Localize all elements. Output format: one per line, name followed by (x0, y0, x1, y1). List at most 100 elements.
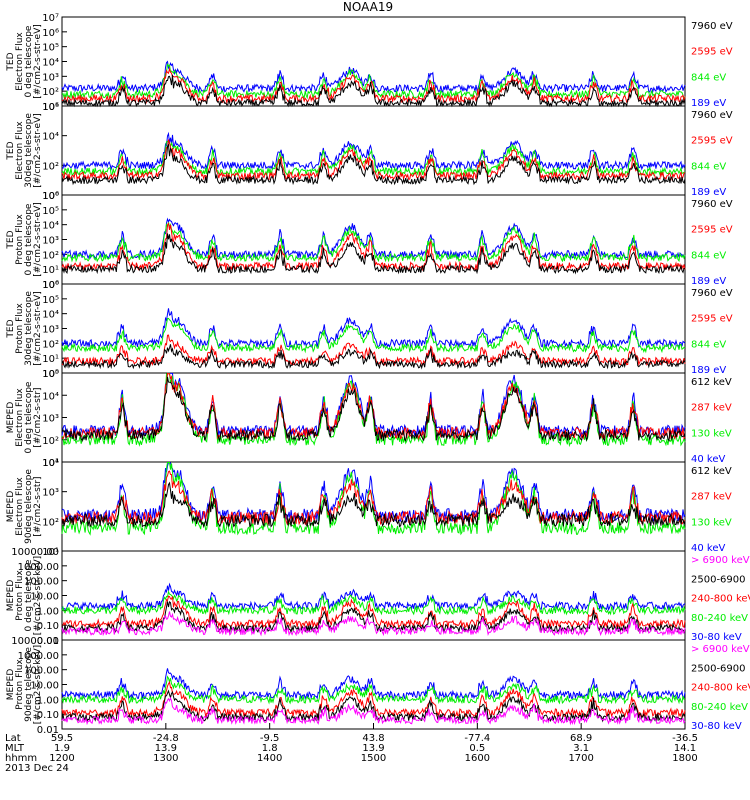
y-tick-label: 10³ (42, 236, 59, 247)
y-axis-label: [#/cm2-s-str-eV] (33, 113, 43, 188)
y-axis-label: Electron Flux (15, 32, 25, 91)
y-tick-label: 0.01 (37, 725, 59, 736)
legend-entry: 189 eV (691, 276, 726, 287)
y-tick-label: 1.00 (37, 606, 59, 617)
y-axis-label: MEPED (6, 580, 16, 612)
panel-5: 10¹ 10² 10³ 10⁴ 10⁵ MEPED Electron Flux 0 deg t… (6, 369, 732, 469)
legend-entry: 844 eV (691, 161, 726, 172)
series-trace (61, 481, 686, 529)
y-tick-label: 0.10 (37, 710, 59, 721)
legend-entry: > 6900 keV (691, 555, 750, 566)
time-row-value: 68.9 (570, 733, 592, 744)
y-axis-label: 0 deg telescope (24, 381, 34, 453)
series-trace (61, 696, 686, 726)
legend-entry: 30-80 keV (691, 632, 742, 643)
y-axis-label: 0 deg telescope (24, 25, 34, 97)
y-tick-label: 10⁴ (42, 221, 59, 232)
legend-entry: 612 keV (691, 377, 732, 388)
y-tick-label: 10000.00 (11, 636, 59, 647)
series-trace (61, 470, 686, 526)
y-tick-label: 10⁶ (42, 102, 59, 113)
panel-4: 10⁰ 10¹ 10² 10³ 10⁴ 10⁵ 10⁶ TED Proton Flux 30deg… (6, 280, 733, 380)
series-trace (61, 344, 686, 370)
y-tick-label: 10000.00 (11, 547, 59, 558)
time-row-value: 14.1 (674, 743, 696, 754)
time-row-value: 1400 (257, 753, 282, 764)
y-axis-label: TED (6, 52, 16, 71)
time-row-label: Lat (5, 733, 21, 744)
time-row-value: 1.9 (54, 743, 70, 754)
y-tick-label: 1000.00 (18, 651, 59, 662)
y-tick-label: 10⁰ (42, 191, 59, 202)
legend-entry: 7960 eV (691, 21, 733, 32)
y-axis-label: Proton Flux (15, 570, 25, 621)
y-tick-label: 10³ (42, 414, 59, 425)
legend-entry: 287 keV (691, 492, 732, 503)
panel-2: 10⁰ 10² 10⁴ 10⁶ TED Electron Flux 30deg telesc… (6, 102, 733, 202)
y-axis-label: 0 deg telescope (24, 203, 34, 275)
y-axis-label: TED (6, 230, 16, 249)
y-tick-label: 10² (42, 436, 59, 447)
legend-entry: 2595 eV (691, 314, 733, 325)
y-tick-label: 10² (42, 517, 59, 528)
y-axis-label: [#/cm2-s-str-eV] (33, 202, 43, 277)
legend-entry: 612 keV (691, 466, 732, 477)
time-row-value: 1.8 (262, 743, 278, 754)
time-row-label: MLT (5, 743, 25, 754)
legend-entry: 7960 eV (691, 288, 733, 299)
y-tick-label: 10⁵ (42, 206, 59, 217)
y-tick-label: 10¹ (42, 102, 59, 113)
legend-entry: 30-80 keV (691, 721, 742, 732)
y-tick-label: 10¹ (42, 265, 59, 276)
legend-entry: 40 keV (691, 543, 725, 554)
panel-6: 10¹ 10² 10³ 10⁴ MEPED Electron Flux 90deg tele… (6, 458, 732, 558)
y-tick-label: 10¹ (42, 547, 59, 558)
series-trace (61, 689, 686, 723)
y-tick-label: 10.00 (30, 592, 59, 603)
y-tick-label: 100.00 (24, 666, 59, 677)
time-row-value: 1700 (568, 753, 593, 764)
series-trace (61, 680, 686, 719)
series-trace (61, 372, 686, 441)
series-trace (61, 376, 686, 443)
series-trace (61, 308, 686, 349)
legend-entry: 2500-6900 (691, 663, 746, 674)
y-tick-label: 10⁴ (42, 391, 59, 402)
y-tick-label: 10⁵ (42, 369, 59, 380)
panel-3: 10⁰ 10¹ 10² 10³ 10⁴ 10⁵ 10⁶ TED Proton Flux 0 deg… (6, 191, 733, 291)
y-tick-label: 100.00 (24, 577, 59, 588)
series-trace (61, 590, 686, 616)
y-tick-label: 10¹ (42, 354, 59, 365)
time-row-value: -77.4 (464, 733, 490, 744)
legend-entry: 2595 eV (691, 47, 733, 58)
y-tick-label: 10⁶ (42, 191, 59, 202)
y-tick-label: 10² (42, 250, 59, 261)
legend-entry: 189 eV (691, 365, 726, 376)
y-axis-label: [#/cm2-s-str-eV] (33, 291, 43, 366)
time-row-value: 1500 (361, 753, 386, 764)
y-tick-label: 1000.00 (18, 562, 59, 573)
y-tick-label: 10² (42, 339, 59, 350)
y-tick-label: 10⁷ (42, 13, 59, 24)
y-axis-label: [#/cm2-s-str] (33, 387, 43, 447)
y-axis-label: MEPED (6, 402, 16, 434)
y-tick-label: 10¹ (42, 458, 59, 469)
series-trace (61, 139, 686, 182)
y-axis-label: MEPED (6, 491, 16, 523)
legend-entry: 2595 eV (691, 225, 733, 236)
series-trace (61, 140, 686, 177)
time-row-value: 13.9 (155, 743, 177, 754)
legend-entry: 7960 eV (691, 199, 733, 210)
y-tick-label: 10³ (42, 488, 59, 499)
panel-1: 10¹ 10² 10³ 10⁴ 10⁵ 10⁶ 10⁷ TED Electron Flux 0 d… (6, 13, 733, 113)
series-trace (61, 60, 686, 94)
y-tick-label: 1.00 (37, 695, 59, 706)
series-trace (61, 222, 686, 263)
time-row-label: hhmm (5, 753, 37, 764)
series-trace (61, 668, 686, 701)
time-row-value: -9.5 (260, 733, 280, 744)
y-tick-label: 0.10 (37, 621, 59, 632)
time-row-value: 13.9 (362, 743, 384, 754)
y-axis-label: Electron Flux (15, 121, 25, 180)
